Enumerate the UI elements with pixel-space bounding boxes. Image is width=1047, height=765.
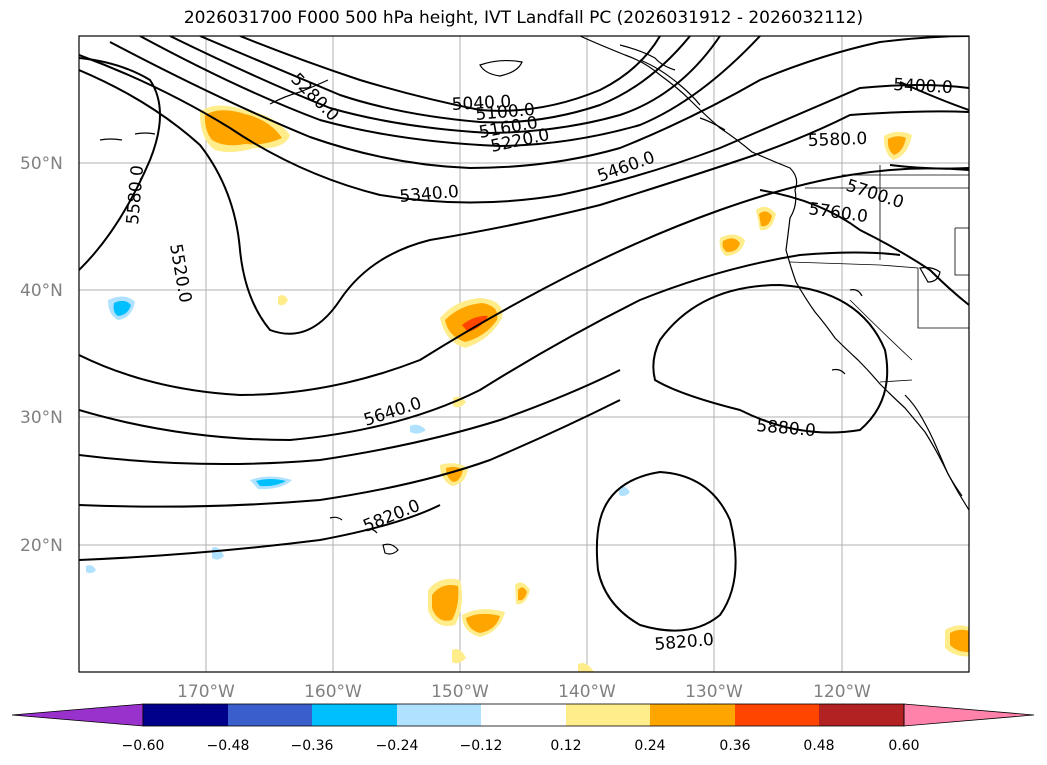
longitude-labels: 170°W 160°W 150°W 140°W 130°W 120°W [177, 682, 871, 702]
colorbar-tick-label: 0.36 [719, 738, 750, 754]
colorbar-segment [650, 704, 735, 726]
colorbar-tick-label: −0.36 [291, 738, 334, 754]
map-title: 2026031700 F000 500 hPa height, IVT Land… [183, 8, 864, 28]
colorbar-segment [397, 704, 481, 726]
colorbar-segment [819, 704, 904, 726]
lon-label: 130°W [685, 682, 743, 702]
colorbar-tick-labels: −0.60 −0.48 −0.36 −0.24 −0.12 0.12 0.24 … [122, 738, 920, 754]
colorbar-segment [735, 704, 819, 726]
colorbar-frame [142, 703, 905, 727]
colorbar-segment [481, 704, 566, 726]
map-frame [78, 35, 970, 673]
lon-label: 120°W [813, 682, 871, 702]
colorbar-tick-label: 0.48 [803, 738, 834, 754]
coastlines [99, 36, 969, 555]
lon-label: 170°W [177, 682, 235, 702]
contour-label: 5580.0 [807, 129, 867, 151]
contour-label: 5400.0 [893, 75, 953, 98]
borders [789, 165, 969, 383]
colorbar-segment [903, 703, 1035, 727]
lat-label: 40°N [20, 281, 63, 301]
colorbar-tick-label: 0.12 [550, 738, 581, 754]
latitude-labels: 50°N 40°N 30°N 20°N [20, 154, 63, 556]
ivt-shading [86, 105, 969, 672]
height-contours [79, 36, 969, 632]
colorbar-segment [312, 704, 397, 726]
colorbar-tick-label: −0.12 [460, 738, 503, 754]
map-area: 5040.0 5100.0 5160.0 5220.0 5280.0 5340.… [79, 36, 969, 672]
lon-label: 160°W [304, 682, 362, 702]
colorbar-tick-label: 0.24 [634, 738, 665, 754]
colorbar-tick-label: −0.60 [122, 738, 165, 754]
lon-label: 140°W [558, 682, 616, 702]
colorbar-tick-label: −0.24 [376, 738, 419, 754]
lat-label: 30°N [20, 408, 63, 428]
lon-label: 150°W [431, 682, 489, 702]
lat-label: 20°N [20, 536, 63, 556]
grid-lines [79, 36, 969, 672]
colorbar [11, 703, 1035, 727]
colorbar-segment [228, 704, 312, 726]
colorbar-tick-label: 0.60 [888, 738, 919, 754]
contour-label: 5040.0 [451, 92, 511, 115]
colorbar-tick-label: −0.48 [207, 738, 250, 754]
colorbar-segment [566, 704, 650, 726]
lat-label: 50°N [20, 154, 63, 174]
colorbar-segment [143, 704, 228, 726]
colorbar-segment [11, 703, 144, 727]
